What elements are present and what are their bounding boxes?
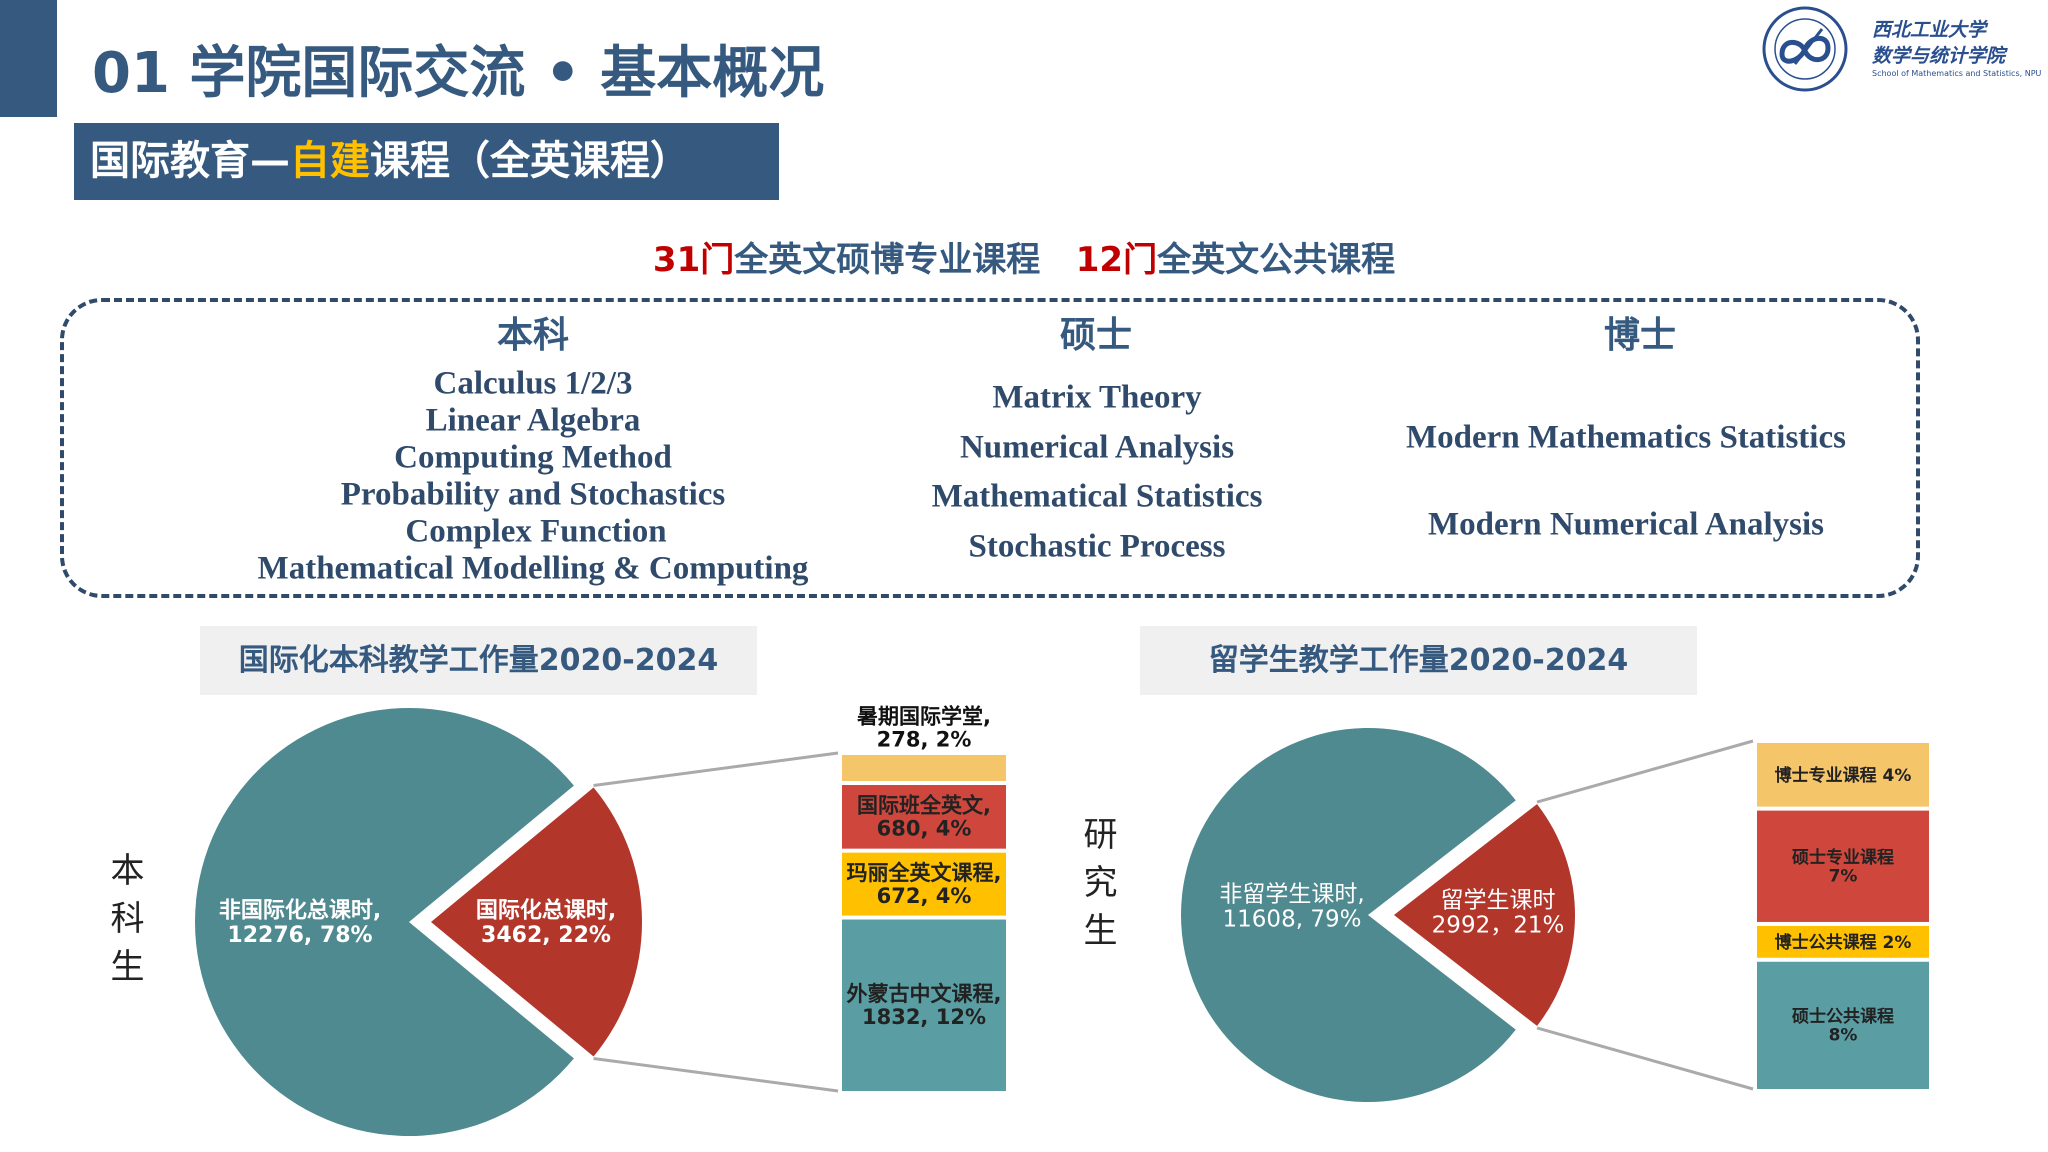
pie-label-main: 11608, 79%	[1223, 907, 1362, 933]
section-banner: 国际教育—自建课程（全英课程）	[74, 123, 779, 200]
pie-slice-main	[194, 707, 574, 1136]
connector-line	[1536, 739, 1754, 804]
phd-heading: 博士	[1603, 315, 1677, 356]
pie-label-main: 非留学生课时,	[1219, 881, 1364, 907]
logo-emblem-icon: 西北工业大学 数学与统计学院 School of Mathematics and…	[1762, 6, 2042, 92]
pie-label-exploded: 2992，21%	[1432, 913, 1565, 939]
bar-segment	[1757, 961, 1929, 1089]
pie-label-exploded: 国际化总课时,	[476, 898, 616, 924]
pie-slice-exploded	[431, 787, 642, 1057]
course-item: Calculus 1/2/3	[433, 365, 633, 402]
course-item: Mathematical Statistics	[931, 478, 1263, 515]
bar-segment	[842, 755, 1006, 782]
course-item: Linear Algebra	[425, 402, 641, 439]
university-logo: 西北工业大学 数学与统计学院 School of Mathematics and…	[1760, 4, 2045, 94]
bar-segment-label: 672, 4%	[877, 884, 972, 908]
course-item: Mathematical Modelling & Computing	[257, 550, 809, 587]
bar-segment-label: 硕士专业课程	[1792, 847, 1894, 868]
graduate-side-label: 研究生	[1077, 816, 1117, 960]
course-item: Complex Function	[405, 513, 667, 550]
svg-text:西北工业大学: 西北工业大学	[1872, 19, 1989, 41]
count-major-label: 全英文硕博专业课程	[734, 240, 1041, 280]
pie-slice-exploded	[1394, 804, 1575, 1026]
bar-segment-label: 暑期国际学堂,	[857, 705, 991, 729]
bar-segment	[1757, 743, 1929, 807]
pie-label-exploded: 3462, 22%	[481, 923, 611, 948]
pie-label-main: 12276, 78%	[227, 923, 372, 948]
chart-title-undergrad: 国际化本科教学工作量2020-2024	[200, 626, 757, 695]
count-public-label: 全英文公共课程	[1157, 240, 1396, 280]
bar-segment-label: 7%	[1829, 867, 1858, 887]
connector-line	[593, 1057, 839, 1093]
page-title: 01 学院国际交流 • 基本概况	[92, 41, 825, 106]
course-count-summary: 31门全英文硕博专业课程 12门全英文公共课程	[0, 232, 2048, 281]
bar-segment	[1757, 810, 1929, 922]
svg-text:数学与统计学院: 数学与统计学院	[1872, 45, 2008, 67]
bar-segment-label: 680, 4%	[877, 817, 972, 841]
bar-segment	[1757, 925, 1929, 958]
master-heading: 硕士	[1059, 315, 1133, 356]
course-item: Matrix Theory	[992, 379, 1202, 416]
bar-segment-label: 硕士公共课程	[1792, 1006, 1894, 1027]
course-item: Modern Mathematics Statistics	[1406, 419, 1846, 456]
bar-segment-label: 外蒙古中文课程,	[847, 982, 1002, 1006]
bar-segment	[842, 852, 1006, 916]
chart-title-intl-students: 留学生教学工作量2020-2024	[1140, 626, 1697, 695]
pie-label-exploded: 留学生课时	[1441, 887, 1556, 913]
bar-segment-label: 博士专业课程 4%	[1775, 765, 1912, 786]
bar-segment-label: 国际班全英文,	[857, 794, 991, 818]
bar-segment	[842, 919, 1006, 1091]
course-item: Modern Numerical Analysis	[1428, 506, 1824, 543]
connector-line	[593, 751, 839, 787]
bar-segment-label: 博士公共课程 2%	[1775, 932, 1912, 953]
count-public: 12门	[1075, 240, 1158, 280]
undergrad-heading: 本科	[496, 315, 570, 356]
pie-slice-main	[1181, 728, 1516, 1102]
bar-segment-label: 278, 2%	[877, 728, 972, 752]
course-list-box	[60, 298, 1920, 598]
undergrad-side-label: 本科生	[104, 852, 144, 996]
banner-text-suffix: 课程（全英课程）	[370, 138, 690, 184]
count-major: 31门	[652, 240, 735, 280]
bar-segment-label: 1832, 12%	[862, 1005, 986, 1029]
course-item: Probability and Stochastics	[340, 476, 726, 513]
svg-text:School of Mathematics and Stat: School of Mathematics and Statistics, NP…	[1872, 69, 2042, 78]
bar-segment-label: 8%	[1829, 1026, 1858, 1046]
connector-line	[1536, 1026, 1754, 1091]
course-item: Computing Method	[394, 439, 672, 476]
course-item: Stochastic Process	[968, 528, 1226, 565]
header-accent-block	[0, 0, 57, 117]
bar-segment	[842, 785, 1006, 849]
course-item: Numerical Analysis	[959, 429, 1235, 466]
bar-segment-label: 玛丽全英文课程,	[847, 861, 1002, 885]
banner-text: 国际教育—	[90, 138, 290, 184]
banner-highlight: 自建	[290, 138, 370, 184]
pie-label-main: 非国际化总课时,	[219, 898, 381, 924]
